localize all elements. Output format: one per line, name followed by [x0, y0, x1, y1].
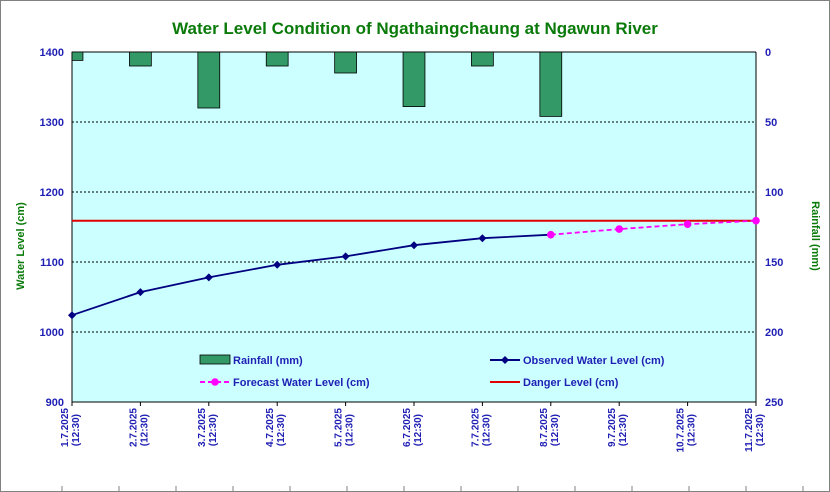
- x-tick-date: 3.7.2025: [197, 408, 208, 447]
- right-axis-title: Rainfall (mm): [809, 201, 821, 271]
- legend-label: Observed Water Level (cm): [523, 355, 665, 367]
- frame-footer-ticks: [61, 486, 804, 492]
- observed-point: [136, 288, 145, 297]
- left-tick-label: 900: [46, 397, 64, 409]
- x-tick-time: (12:30): [345, 414, 356, 446]
- left-tick-label: 1300: [40, 117, 64, 129]
- rainfall-bar: [71, 51, 84, 61]
- x-tick-time: (12:30): [687, 414, 698, 446]
- forecast-point: [683, 220, 692, 228]
- rainfall-bar: [197, 51, 221, 109]
- legend-marker: [501, 356, 509, 364]
- x-tick-label: 9.7.2025 (12:30): [607, 408, 629, 447]
- x-tick-date: 10.7.2025: [676, 408, 687, 453]
- chart-title: Water Level Condition of Ngathaingchaung…: [172, 19, 658, 38]
- x-tick-time: (12:30): [755, 414, 766, 446]
- observed-point: [341, 252, 350, 261]
- x-tick-time: (12:30): [550, 414, 561, 446]
- x-tick-date: 6.7.2025: [402, 408, 413, 447]
- left-tick-label: 1100: [40, 257, 64, 269]
- legend-item-observed: Observed Water Level (cm): [490, 355, 665, 367]
- legend-item-forecast: Forecast Water Level (cm): [200, 377, 370, 389]
- observed-point: [410, 241, 418, 250]
- observed-point: [273, 260, 282, 269]
- forecast-point: [752, 216, 760, 225]
- x-tick-label: 11.7.2025 (12:30): [744, 408, 766, 452]
- left-axis-title: Water Level (cm): [15, 202, 27, 290]
- x-tick-date: 2.7.2025: [128, 408, 139, 447]
- x-tick-date: 5.7.2025: [334, 408, 345, 447]
- x-tick-label: 1.7.2025 (12:30): [60, 408, 82, 447]
- rainfall-bar: [402, 51, 426, 107]
- x-tick-date: 11.7.2025: [744, 408, 755, 452]
- left-axis-ticks: 900 1000 1100 1200 1300 1400: [40, 47, 64, 409]
- legend: Rainfall (mm) Observed Water Level (cm) Fo…: [199, 354, 665, 389]
- right-tick-label: 50: [765, 117, 777, 129]
- right-axis-ticks: 250 200 150 100 50 0: [765, 47, 783, 409]
- x-tick-date: 8.7.2025: [539, 408, 550, 447]
- x-tick-time: (12:30): [276, 414, 287, 446]
- observed-point: [204, 273, 213, 282]
- x-tick-date: 1.7.2025: [60, 408, 71, 447]
- x-tick-date: 4.7.2025: [265, 408, 276, 447]
- right-tick-label: 0: [765, 47, 771, 59]
- x-tick-time: (12:30): [413, 414, 424, 446]
- x-tick-label: 10.7.2025 (12:30): [676, 408, 698, 453]
- x-tick-time: (12:30): [71, 414, 82, 446]
- rainfall-bar: [129, 51, 152, 67]
- right-tick-label: 250: [765, 397, 783, 409]
- rainfall-bar: [471, 51, 494, 67]
- legend-swatch: [199, 354, 231, 365]
- legend-item-danger: Danger Level (cm): [490, 377, 619, 389]
- left-tick-label: 1000: [40, 327, 64, 339]
- x-tick-label: 6.7.2025 (12:30): [402, 408, 424, 447]
- x-tick-time: (12:30): [618, 414, 629, 446]
- x-tick-label: 8.7.2025 (12:30): [539, 408, 561, 447]
- x-tick-time: (12:30): [208, 414, 219, 446]
- right-tick-label: 100: [765, 187, 783, 199]
- left-tick-label: 1200: [40, 187, 64, 199]
- forecast-point: [615, 225, 623, 233]
- x-tick-time: (12:30): [139, 414, 150, 446]
- x-tick-time: (12:30): [481, 414, 492, 446]
- x-tick-label: 4.7.2025 (12:30): [265, 408, 287, 447]
- legend-label: Rainfall (mm): [233, 355, 303, 367]
- rainfall-bar: [265, 51, 289, 67]
- left-tick-label: 1400: [40, 47, 64, 59]
- x-tick-label: 2.7.2025 (12:30): [128, 408, 150, 447]
- x-tick-label: 3.7.2025 (12:30): [197, 408, 219, 447]
- observed-point: [478, 234, 487, 243]
- observed-point: [68, 311, 76, 320]
- x-tick-label: 7.7.2025 (12:30): [470, 408, 492, 447]
- legend-label: Danger Level (cm): [523, 377, 619, 389]
- series-lines: [68, 216, 760, 320]
- observed-line: [71, 233, 551, 317]
- x-axis-ticks: 1.7.2025 (12:30) 2.7.2025 (12:30) 3.7.2025 (1…: [60, 402, 766, 453]
- x-tick-date: 9.7.2025: [607, 408, 618, 447]
- x-tick-label: 5.7.2025 (12:30): [334, 408, 356, 447]
- right-tick-label: 150: [765, 257, 783, 269]
- forecast-point: [547, 230, 555, 239]
- x-tick-date: 7.7.2025: [470, 408, 481, 447]
- legend-marker: [211, 378, 219, 386]
- legend-item-rainfall: Rainfall (mm): [199, 354, 303, 367]
- rainfall-bar: [334, 51, 357, 74]
- forecast-line: [550, 219, 757, 236]
- legend-label: Forecast Water Level (cm): [233, 377, 370, 389]
- rainfall-bar: [539, 51, 563, 117]
- right-tick-label: 200: [765, 327, 783, 339]
- rainfall-bars: [71, 51, 563, 117]
